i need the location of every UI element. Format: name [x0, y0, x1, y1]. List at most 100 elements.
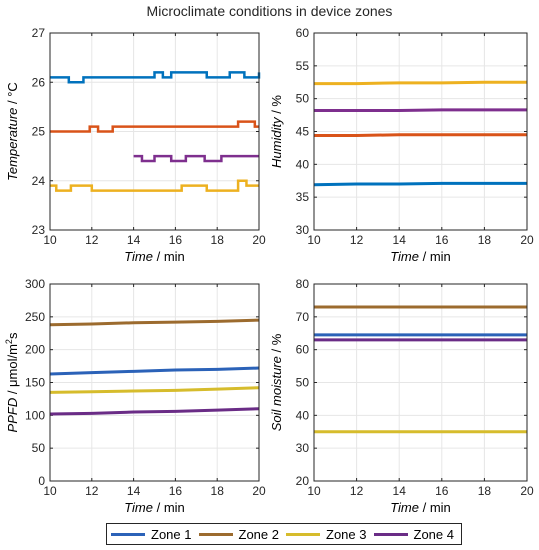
x-tick-label: 16 [169, 233, 183, 247]
axes-box [313, 283, 528, 482]
x-tick-label: 20 [252, 484, 266, 498]
x-axis-label-italic: Time [124, 500, 153, 515]
y-tick-label: 300 [25, 277, 45, 291]
y-tick-label: 60 [296, 26, 310, 40]
x-tick-label: 10 [43, 484, 57, 498]
x-axis-label: Time / min [124, 500, 185, 515]
x-axis-label-unit: / min [153, 249, 185, 264]
x-tick-label: 20 [520, 233, 534, 247]
chart-temperature: 10 12 14 16 18 20 23 24 25 26 27 Time / min Temperat… [5, 26, 266, 264]
series-line-4 [133, 154, 259, 163]
x-axis-label: Time / min [390, 249, 451, 264]
y-axis-label: Temperature / °C [5, 82, 20, 181]
x-tick-label: 20 [520, 484, 534, 498]
x-axis-label-italic: Time [390, 249, 419, 264]
y-tick-label: 40 [296, 157, 310, 171]
y-tick-label: 0 [38, 474, 45, 488]
legend-swatch [111, 532, 145, 536]
x-axis-label-unit: / min [153, 500, 185, 515]
y-tick-label: 50 [32, 441, 46, 455]
series-line-3 [314, 133, 527, 137]
y-axis-label-italic: Temperature [5, 108, 20, 181]
x-tick-label: 10 [307, 484, 321, 498]
x-axis-label-unit: / min [419, 500, 451, 515]
y-axis-label-superscript: 2 [4, 339, 14, 344]
series-line-1 [314, 80, 527, 86]
x-tick-label: 10 [307, 233, 321, 247]
x-tick-label: 16 [169, 484, 183, 498]
legend-item-zone1: Zone 1 [111, 527, 191, 542]
x-axis-label: Time / min [390, 500, 451, 515]
y-tick-label: 40 [296, 408, 310, 422]
x-tick-label: 20 [252, 233, 266, 247]
x-tick-label: 12 [350, 484, 364, 498]
x-tick-label: 16 [435, 233, 449, 247]
x-tick-label: 14 [393, 233, 407, 247]
series-line-1 [50, 71, 261, 84]
x-axis-label-italic: Time [390, 500, 419, 515]
y-tick-label: 23 [32, 223, 46, 237]
y-tick-label: 60 [296, 343, 310, 357]
x-tick-label: 14 [127, 233, 141, 247]
y-tick-label: 24 [32, 174, 46, 188]
x-tick-label: 18 [478, 484, 492, 498]
y-axis-label-tail: s [5, 332, 20, 339]
legend-swatch [198, 532, 233, 536]
series-line-4 [49, 407, 260, 416]
x-tick-label: 10 [43, 233, 57, 247]
y-axis-label-unit: / μmol/m [5, 344, 20, 398]
y-axis-label-italic: Humidity [269, 116, 284, 168]
y-axis-label: Humidity / % [269, 95, 284, 168]
chart-humidity: 10 12 14 16 18 20 30 35 40 45 50 55 60 Time / min Humi… [269, 26, 534, 264]
y-tick-label: 70 [296, 310, 310, 324]
x-axis-label-italic: Time [124, 249, 153, 264]
series-line-2 [314, 108, 527, 112]
x-tick-label: 14 [393, 484, 407, 498]
legend-label: Zone 4 [413, 526, 454, 542]
y-tick-label: 50 [296, 376, 310, 390]
y-tick-label: 30 [296, 441, 310, 455]
y-tick-label: 20 [296, 474, 310, 488]
series-line-1 [49, 318, 260, 327]
y-tick-label: 100 [25, 408, 45, 422]
legend-item-zone4: Zone 4 [373, 526, 454, 542]
legend-label: Zone 3 [326, 526, 367, 542]
y-tick-label: 35 [296, 190, 310, 204]
x-tick-label: 12 [350, 233, 364, 247]
y-tick-label: 250 [25, 310, 45, 324]
y-axis-label-unit: / % [269, 95, 284, 118]
axes-box [49, 283, 260, 482]
series-line-2 [49, 366, 260, 376]
x-tick-label: 18 [211, 484, 225, 498]
y-tick-label: 200 [25, 343, 45, 357]
legend-label: Zone 1 [151, 526, 192, 542]
legend-swatch [373, 532, 408, 536]
legend: Zone 1 Zone 2 Zone 3 Zone 4 [106, 523, 462, 545]
y-axis-label: PPFD / μmol/m2s [4, 332, 20, 432]
y-tick-label: 150 [25, 376, 45, 390]
y-tick-label: 45 [296, 125, 310, 139]
y-axis-label-unit: / % [269, 333, 284, 356]
figure-title: Microclimate conditions in device zones [146, 3, 393, 19]
y-tick-label: 27 [32, 26, 46, 40]
legend-item-zone2: Zone 2 [198, 526, 279, 542]
x-tick-label: 16 [435, 484, 449, 498]
series-line-3 [49, 386, 260, 394]
y-axis-label: Soil moisture / % [269, 333, 284, 431]
y-tick-label: 55 [296, 59, 310, 73]
series-line-3 [50, 179, 259, 192]
y-axis-label-unit: / °C [5, 82, 20, 107]
x-axis-label: Time / min [124, 249, 185, 264]
x-tick-label: 14 [127, 484, 141, 498]
y-tick-label: 80 [296, 277, 310, 291]
y-axis-label-italic: PPFD [5, 398, 20, 433]
legend-label: Zone 2 [238, 526, 279, 542]
x-tick-label: 12 [85, 484, 99, 498]
legend-item-zone3: Zone 3 [286, 527, 366, 542]
series-line-2 [50, 120, 259, 133]
x-tick-label: 12 [85, 233, 99, 247]
chart-soil: 10 12 14 16 18 20 20 30 40 50 60 70 80 Time / min Soil… [269, 277, 534, 515]
y-tick-label: 25 [32, 125, 46, 139]
axes-box [49, 32, 260, 231]
